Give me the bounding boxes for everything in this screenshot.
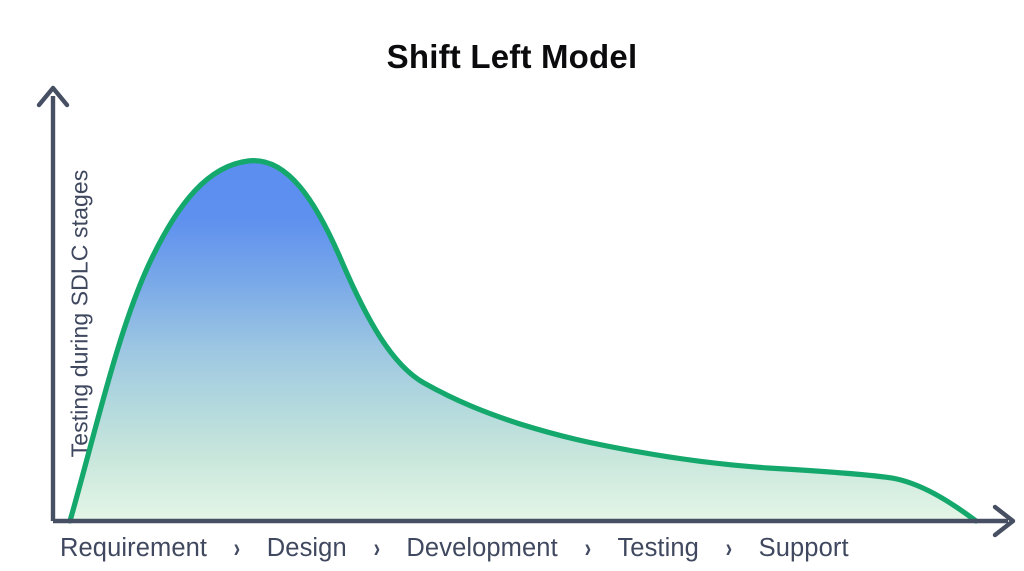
chevron-right-icon: ›: [233, 533, 241, 563]
x-axis-stage-list: Requirement › Design › Development › Tes…: [60, 531, 1010, 565]
x-axis-stage-design: Design: [266, 534, 347, 562]
x-axis-stage-development: Development: [406, 534, 558, 562]
chevron-right-icon: ›: [584, 533, 591, 563]
x-axis-stage-testing: Testing: [617, 534, 699, 562]
chevron-right-icon: ›: [373, 533, 380, 563]
chevron-right-icon: ›: [725, 533, 733, 563]
area-fill: [70, 160, 976, 521]
area-curve-line: [67, 158, 979, 524]
x-axis-arrow-icon: [992, 504, 1016, 538]
x-axis-stage-support: Support: [758, 534, 849, 562]
chart-title: Shift Left Model: [386, 38, 638, 75]
x-axis-stage-requirement: Requirement: [60, 534, 208, 562]
y-axis-arrow-icon: [36, 85, 70, 108]
